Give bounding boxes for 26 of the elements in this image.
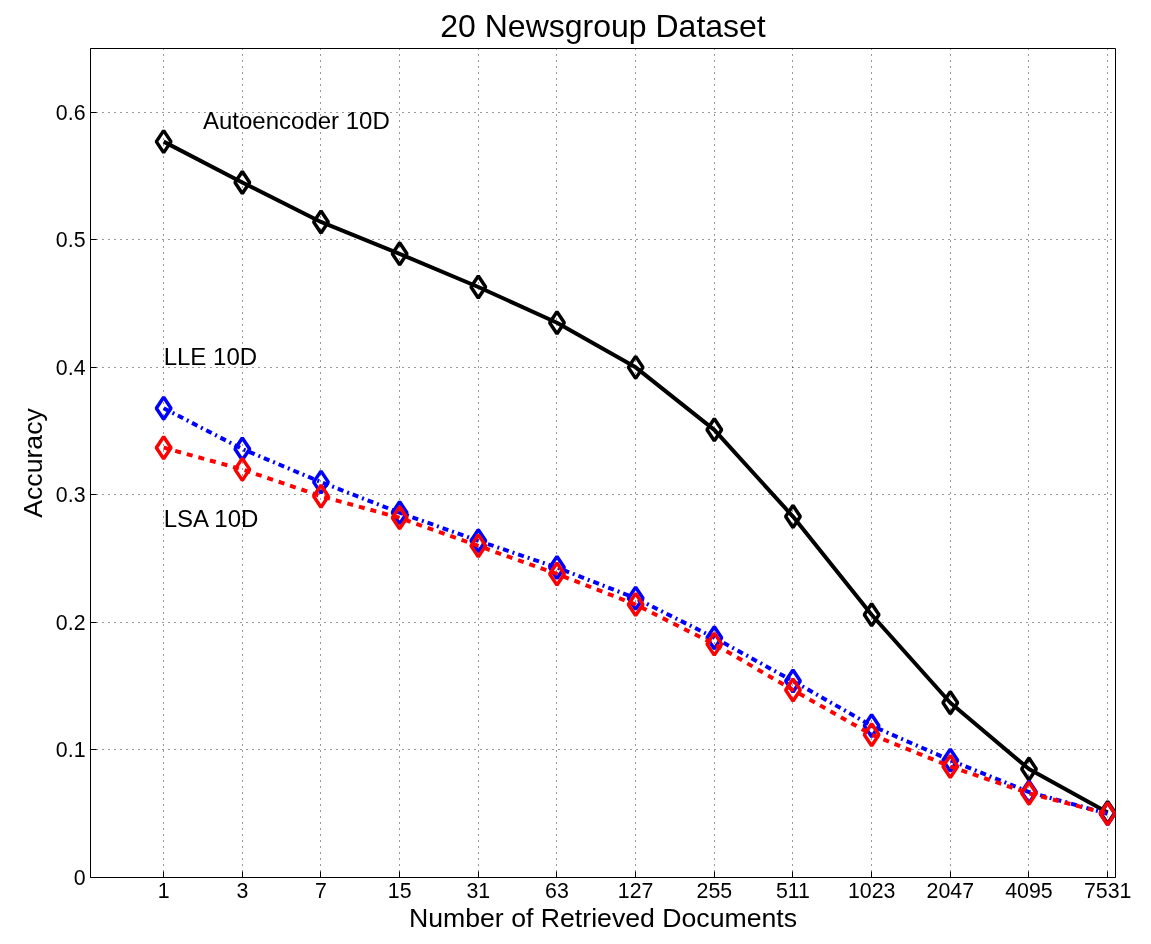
- series-label: LLE 10D: [163, 342, 258, 370]
- y-axis-title: Accuracy: [17, 407, 48, 518]
- x-tick-label: 63: [545, 878, 569, 903]
- x-tick-label: 2047: [926, 878, 975, 903]
- x-tick-label: 3: [236, 878, 249, 903]
- y-tick-label: 0.2: [55, 610, 86, 635]
- x-tick-label: 7: [315, 878, 327, 903]
- y-tick-label: 0.6: [55, 100, 86, 125]
- x-tick-label: 1023: [847, 878, 896, 903]
- y-tick-label: 0.1: [55, 738, 86, 763]
- x-tick-label: 4095: [1005, 878, 1053, 903]
- y-tick-label: 0: [73, 866, 86, 890]
- series-label: Autoencoder 10D: [202, 106, 390, 134]
- series-label: LSA 10D: [163, 505, 259, 533]
- x-tick-label: 255: [696, 878, 733, 903]
- x-tick-label: 7531: [1083, 878, 1132, 903]
- x-tick-label: 31: [466, 878, 491, 903]
- x-tick-label: 1: [157, 878, 170, 903]
- chart-title: 20 Newsgroup Dataset: [440, 7, 766, 44]
- x-tick-label: 15: [387, 878, 412, 903]
- x-tick-label: 511: [775, 878, 810, 903]
- y-tick-label: 0.5: [55, 228, 86, 253]
- y-tick-label: 0.4: [55, 355, 86, 380]
- x-tick-label: 127: [617, 878, 654, 903]
- y-tick-label: 0.3: [55, 483, 86, 508]
- x-axis-title: Number of Retrieved Documents: [408, 902, 798, 933]
